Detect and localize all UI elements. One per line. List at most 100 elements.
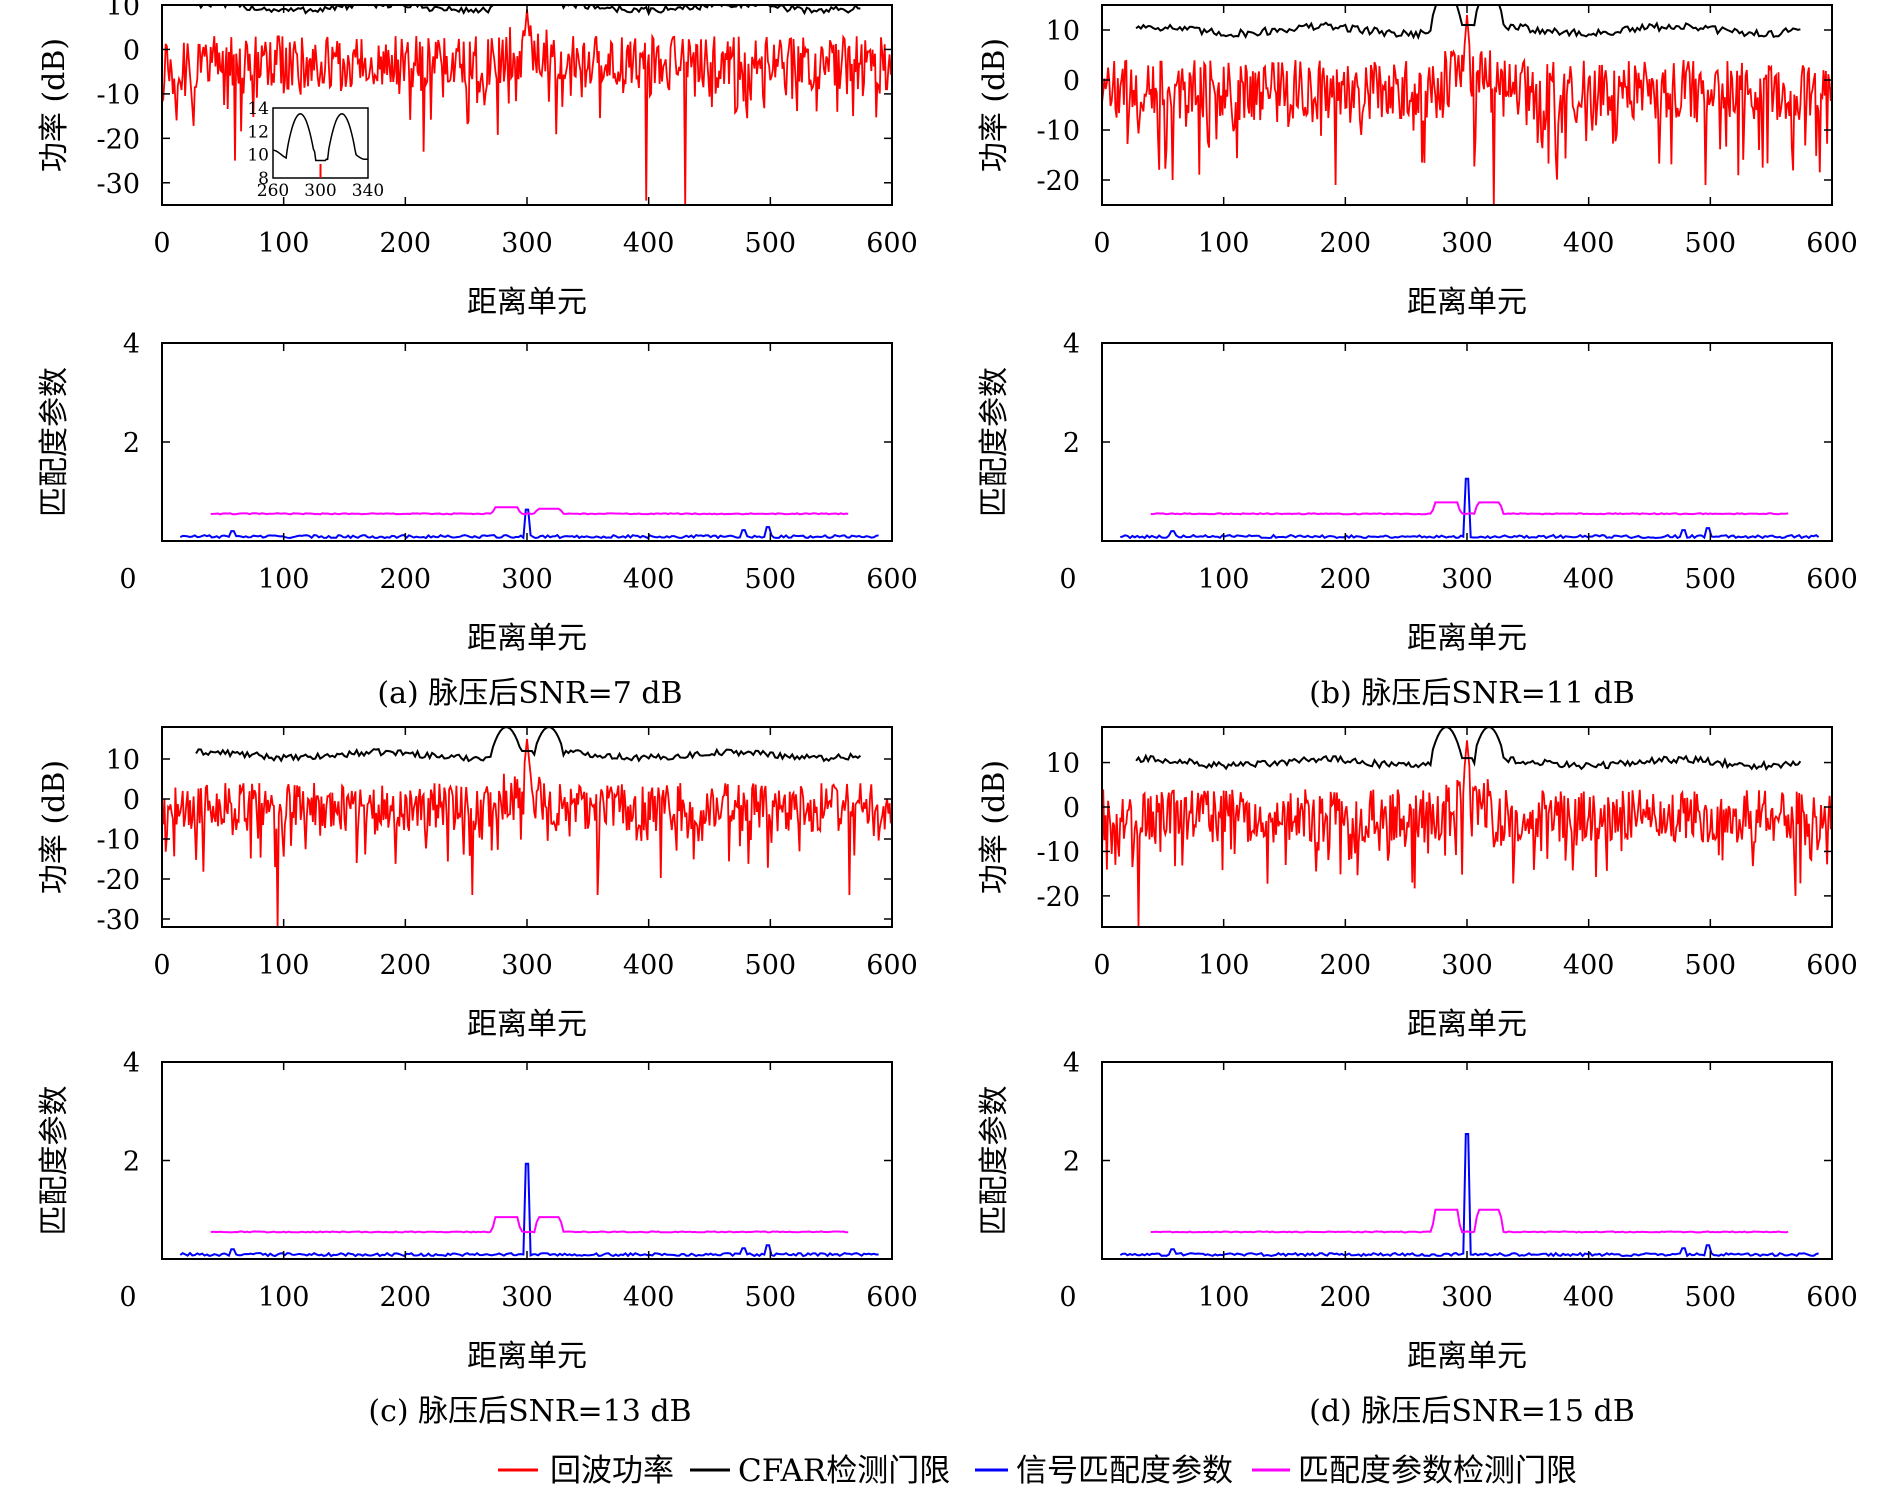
plot-b-match: 0 100 200 300 400 500 600 4 2 距离单元 匹配度参数 bbox=[977, 329, 1858, 656]
y-axis-label: 功率 (dB) bbox=[977, 38, 1012, 172]
plot-frame bbox=[1101, 342, 1833, 542]
inset-x-tick-label: 260 bbox=[257, 181, 289, 201]
series-threshold-b-power bbox=[1135, 5, 1801, 40]
x-tick-label: 100 bbox=[1198, 564, 1250, 595]
x-tick-label: 200 bbox=[380, 950, 432, 981]
series-noise-c-power bbox=[162, 738, 892, 927]
y-axis-label: 功率 (dB) bbox=[37, 38, 72, 172]
legend-label-match-threshold: 匹配度参数检测门限 bbox=[1298, 1453, 1577, 1488]
y-tick-label: 10 bbox=[1046, 16, 1080, 47]
y-axis-label: 功率 (dB) bbox=[37, 760, 72, 894]
caption-b: (b) 脉压后SNR=11 dB bbox=[1309, 676, 1635, 711]
x-tick-label: 0 bbox=[1059, 564, 1076, 595]
y-axis-label: 匹配度参数 bbox=[37, 367, 72, 517]
y-tick-label: 10 bbox=[106, 0, 140, 22]
y-tick-label: -20 bbox=[97, 865, 140, 896]
legend-label-match-parameter: 信号匹配度参数 bbox=[1016, 1453, 1233, 1488]
legend-label-cfar-threshold: CFAR检测门限 bbox=[738, 1453, 950, 1488]
x-tick-label: 100 bbox=[1198, 950, 1250, 981]
y-tick-label: 0 bbox=[123, 35, 140, 66]
x-tick-label: 200 bbox=[380, 1282, 432, 1313]
caption-d: (d) 脉压后SNR=15 dB bbox=[1309, 1394, 1635, 1429]
y-tick-label: 2 bbox=[123, 428, 140, 459]
y-tick-label: 4 bbox=[1063, 329, 1080, 360]
caption-c: (c) 脉压后SNR=13 dB bbox=[368, 1394, 691, 1429]
x-tick-label: 400 bbox=[1563, 950, 1615, 981]
x-tick-label: 200 bbox=[1320, 228, 1372, 259]
inset-x-tick-label: 340 bbox=[352, 181, 384, 201]
x-tick-label: 0 bbox=[1093, 228, 1110, 259]
x-tick-label: 300 bbox=[501, 950, 553, 981]
series-match-d-match bbox=[1119, 1133, 1819, 1258]
inset-y-tick-label: 14 bbox=[247, 99, 269, 119]
y-tick-label: 2 bbox=[123, 1147, 140, 1178]
series-mthreshold-d-match bbox=[1150, 1208, 1789, 1234]
x-axis-label: 距离单元 bbox=[1407, 1007, 1527, 1042]
y-tick-label: -10 bbox=[97, 825, 140, 856]
x-tick-label: 300 bbox=[1441, 950, 1493, 981]
y-tick-label: -30 bbox=[97, 169, 140, 200]
series-threshold-d-power bbox=[1135, 727, 1802, 771]
x-tick-label: 100 bbox=[258, 950, 310, 981]
series-match-b-match bbox=[1120, 477, 1820, 540]
inset-y-tick-label: 8 bbox=[258, 169, 269, 189]
x-axis-label: 距离单元 bbox=[1407, 1339, 1527, 1374]
series-threshold-c-power bbox=[195, 727, 862, 763]
x-tick-label: 600 bbox=[866, 1282, 918, 1313]
x-axis-label: 距离单元 bbox=[467, 1007, 587, 1042]
y-tick-label: 0 bbox=[1063, 66, 1080, 97]
x-tick-label: 100 bbox=[258, 564, 310, 595]
x-tick-label: 200 bbox=[1320, 564, 1372, 595]
caption-a: (a) 脉压后SNR=7 dB bbox=[377, 676, 682, 711]
inset-x-tick-label: 300 bbox=[304, 181, 336, 201]
x-tick-label: 300 bbox=[501, 564, 553, 595]
x-tick-label: 400 bbox=[1563, 564, 1615, 595]
x-tick-label: 500 bbox=[745, 564, 797, 595]
plot-frame bbox=[161, 1061, 893, 1260]
plot-frame bbox=[161, 342, 893, 542]
y-tick-label: 4 bbox=[123, 329, 140, 360]
x-tick-label: 500 bbox=[1685, 950, 1737, 981]
x-tick-label: 500 bbox=[745, 228, 797, 259]
x-tick-label: 0 bbox=[119, 1282, 136, 1313]
x-tick-label: 400 bbox=[623, 950, 675, 981]
y-tick-label: 2 bbox=[1063, 1147, 1080, 1178]
plot-a-match: 0 100 200 300 400 500 600 4 2 距离单元 匹配度参数 bbox=[37, 329, 918, 656]
x-tick-label: 0 bbox=[1059, 1282, 1076, 1313]
x-tick-label: 100 bbox=[1198, 1282, 1250, 1313]
y-tick-label: -10 bbox=[97, 80, 140, 111]
x-tick-label: 600 bbox=[1806, 228, 1858, 259]
y-tick-label: -10 bbox=[1037, 116, 1080, 147]
y-tick-label: 2 bbox=[1063, 428, 1080, 459]
y-axis-label: 匹配度参数 bbox=[977, 1086, 1012, 1236]
x-tick-label: 600 bbox=[866, 564, 918, 595]
x-tick-label: 500 bbox=[745, 1282, 797, 1313]
x-tick-label: 100 bbox=[1198, 228, 1250, 259]
series-noise-d-power bbox=[1102, 740, 1832, 927]
inset-y-tick-label: 12 bbox=[247, 122, 269, 142]
x-tick-label: 600 bbox=[866, 950, 918, 981]
x-tick-label: 200 bbox=[1320, 1282, 1372, 1313]
plot-d-match: 0 100 200 300 400 500 600 4 2 距离单元 匹配度参数 bbox=[977, 1048, 1858, 1374]
x-tick-label: 300 bbox=[501, 1282, 553, 1313]
x-axis-label: 距离单元 bbox=[1407, 285, 1527, 320]
y-tick-label: -20 bbox=[1037, 166, 1080, 197]
x-axis-label: 距离单元 bbox=[467, 1339, 587, 1374]
y-tick-label: 4 bbox=[1063, 1048, 1080, 1079]
y-tick-label: -30 bbox=[97, 905, 140, 936]
x-tick-label: 100 bbox=[258, 228, 310, 259]
y-tick-label: 0 bbox=[1063, 793, 1080, 824]
x-tick-label: 500 bbox=[1685, 1282, 1737, 1313]
series-mthreshold-b-match bbox=[1150, 501, 1789, 516]
x-tick-label: 0 bbox=[153, 228, 170, 259]
x-axis-label: 距离单元 bbox=[467, 621, 587, 656]
x-tick-label: 400 bbox=[1563, 228, 1615, 259]
x-tick-label: 400 bbox=[1563, 1282, 1615, 1313]
x-tick-label: 300 bbox=[501, 228, 553, 259]
y-tick-label: -20 bbox=[1037, 882, 1080, 913]
x-tick-label: 400 bbox=[623, 228, 675, 259]
